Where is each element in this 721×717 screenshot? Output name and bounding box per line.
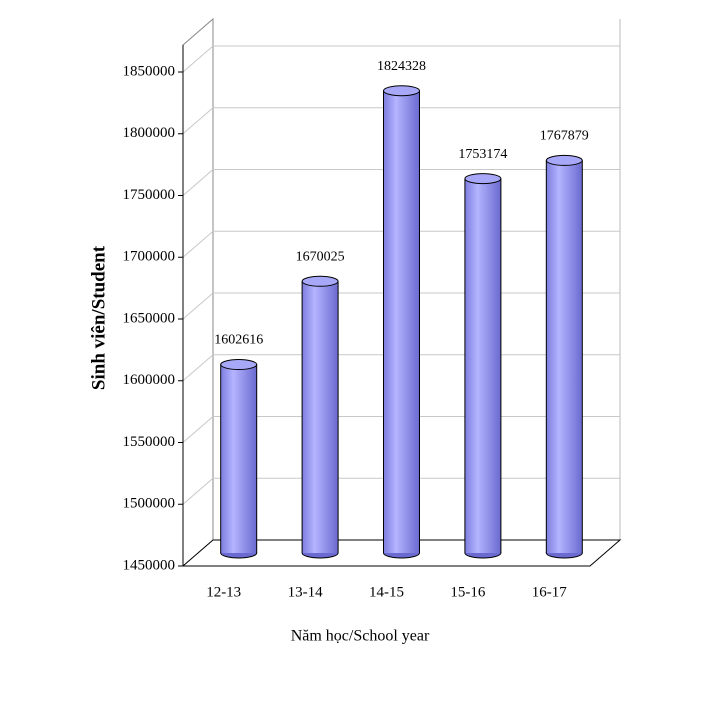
value-label: 1670025 (296, 249, 345, 264)
grid-line (182, 169, 214, 196)
grid-line (182, 107, 214, 135)
x-tick-label: 13-14 (288, 584, 323, 600)
bar (301, 275, 339, 559)
y-tick-label: 1500000 (123, 496, 176, 512)
y-tick-label: 1800000 (123, 125, 176, 141)
grid-line (182, 477, 214, 505)
grid-line (182, 230, 214, 258)
bar-outline (545, 160, 583, 553)
grid-line (182, 416, 214, 443)
bar-outline (220, 364, 258, 553)
value-label: 1824328 (377, 59, 426, 74)
walls (182, 17, 214, 566)
bar-outline (464, 178, 502, 553)
bar-body (302, 281, 339, 553)
bar-top (545, 154, 583, 166)
value-label: 1767879 (540, 129, 589, 144)
y-tick-label: 1600000 (123, 372, 176, 388)
bar-outline (383, 90, 420, 553)
y-tick-label: 1750000 (123, 187, 176, 203)
bar-top (464, 173, 502, 185)
bar (464, 173, 502, 559)
bar (383, 85, 420, 559)
plot: 1450000 1500000 1550000 1600000 1650000 17000… (123, 59, 589, 601)
bar-body (464, 178, 501, 553)
grid-line (182, 45, 214, 73)
bar (220, 359, 258, 559)
y-tick-label: 1850000 (123, 63, 176, 79)
bar-top (301, 275, 339, 287)
x-axis-title: Năm học/School year (291, 628, 430, 645)
bar-top (220, 359, 258, 371)
bar-body (220, 364, 257, 553)
grid-line (182, 292, 214, 320)
x-tick-label: 14-15 (369, 584, 404, 600)
bar-body (383, 90, 420, 553)
y-tick-label: 1550000 (123, 434, 176, 450)
bar-top (383, 85, 420, 97)
bar-outline (301, 281, 339, 553)
x-tick-label: 15-16 (450, 584, 485, 600)
value-label: 1753174 (458, 147, 507, 162)
x-tick-label: 12-13 (206, 584, 241, 600)
y-tick-label: 1700000 (123, 249, 176, 265)
value-label: 1602616 (214, 333, 263, 348)
bar (545, 154, 583, 559)
y-axis-title: Sinh viên/Student (88, 245, 109, 390)
grid-line (182, 354, 214, 382)
y-tick-label: 1450000 (123, 557, 176, 573)
y-tick-label: 1650000 (123, 310, 176, 326)
bar-body (546, 160, 583, 553)
x-tick-label: 16-17 (532, 584, 567, 600)
